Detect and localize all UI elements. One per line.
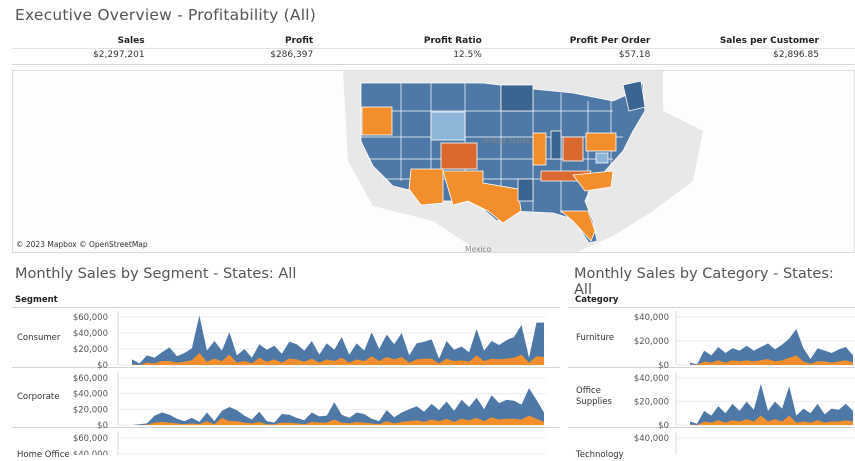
- kpi-value-profit[interactable]: $286,397: [270, 50, 314, 60]
- segment-header: Segment: [15, 295, 58, 305]
- row-label-corporate: Corporate: [17, 392, 60, 402]
- panel-furniture: Furniture: [568, 307, 855, 368]
- state-ohio[interactable]: [562, 136, 584, 162]
- panel-corporate: Corporate: [12, 367, 560, 428]
- category-chart-title: Monthly Sales by Category - States: All: [574, 266, 834, 298]
- kpi-value-sales-per-customer[interactable]: $2,896.85: [773, 50, 819, 60]
- kpi-value-sales[interactable]: $2,297,201: [93, 50, 145, 60]
- state-colorado[interactable]: [440, 142, 478, 170]
- kpi-value-profit-ratio[interactable]: 12.5%: [453, 50, 482, 60]
- profit-map[interactable]: United States Mexico © 2023 Mapbox © Ope…: [12, 70, 855, 253]
- state-louisiana[interactable]: [517, 178, 534, 202]
- state-florida[interactable]: [559, 210, 596, 242]
- state-illinois[interactable]: [532, 132, 547, 166]
- row-label-office-supplies: Office Supplies: [576, 386, 612, 407]
- dashboard-title: Executive Overview - Profitability (All): [15, 6, 316, 24]
- map-label-mexico: Mexico: [465, 245, 492, 253]
- category-header: Category: [575, 295, 619, 305]
- state-indiana[interactable]: [550, 130, 562, 160]
- kpi-header-profit-per-order: Profit Per Order: [569, 36, 651, 46]
- kpi-header-sales: Sales: [117, 36, 145, 46]
- row-label-home-office: Home Office: [17, 450, 70, 460]
- state-texas[interactable]: [442, 170, 522, 224]
- state-wyoming[interactable]: [430, 111, 466, 141]
- row-label-technology: Technology: [576, 450, 624, 460]
- kpi-value-profit-per-order[interactable]: $57.18: [618, 50, 651, 60]
- map-canvas[interactable]: United States Mexico: [13, 71, 855, 253]
- panel-home-office: Home Office: [12, 427, 560, 460]
- panel-technology: Technology: [568, 427, 855, 460]
- state-maine[interactable]: [622, 80, 646, 112]
- map-attribution[interactable]: © 2023 Mapbox © OpenStreetMap: [16, 240, 148, 249]
- kpi-divider: [12, 62, 855, 65]
- segment-chart-title: Monthly Sales by Segment - States: All: [15, 266, 297, 282]
- state-minnesota[interactable]: [500, 84, 534, 112]
- kpi-header-profit: Profit: [284, 36, 314, 46]
- kpi-table: Sales Profit Profit Ratio Profit Per Ord…: [12, 35, 855, 65]
- kpi-header-profit-ratio: Profit Ratio: [423, 36, 482, 46]
- state-arizona[interactable]: [408, 168, 444, 206]
- map-label-united-states: United States: [483, 137, 531, 145]
- state-west-virginia[interactable]: [595, 152, 609, 164]
- panel-office-supplies: Office Supplies: [568, 367, 855, 428]
- kpi-header-sales-per-customer: Sales per Customer: [719, 36, 819, 46]
- state-pennsylvania[interactable]: [585, 132, 617, 152]
- panel-consumer: Consumer: [12, 307, 560, 368]
- state-north-carolina[interactable]: [572, 170, 614, 192]
- row-label-furniture: Furniture: [576, 333, 615, 343]
- state-oregon[interactable]: [361, 106, 393, 136]
- row-label-consumer: Consumer: [17, 333, 61, 343]
